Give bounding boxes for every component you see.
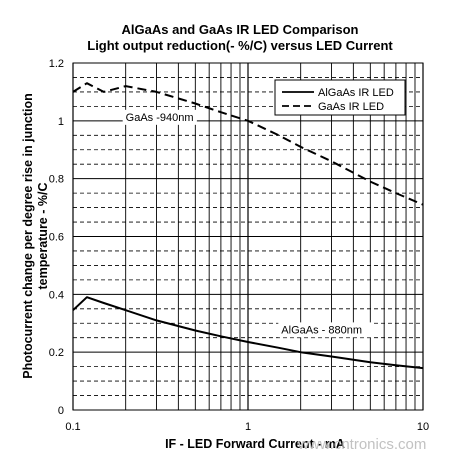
tick-labels: 0 0.2 0.4 0.6 0.8 1 1.2 0.1 1 10 bbox=[49, 58, 429, 433]
legend-label-gaas: GaAs IR LED bbox=[318, 101, 384, 113]
annotations: GaAs -940nm AlGaAs - 880nm bbox=[122, 109, 372, 338]
annotation-1: AlGaAs - 880nm bbox=[281, 324, 362, 336]
chart-title: AlGaAs and GaAs IR LED Comparison bbox=[122, 22, 359, 37]
legend-box bbox=[274, 79, 406, 116]
annotation-bg-1 bbox=[278, 322, 372, 338]
y-tick-label: 0.4 bbox=[49, 289, 64, 301]
series-line-1 bbox=[72, 82, 424, 206]
series-layer bbox=[72, 82, 424, 370]
y-tick-label: 0.2 bbox=[49, 347, 64, 359]
y-tick-label: 0 bbox=[58, 405, 64, 417]
y-tick-label: 1 bbox=[58, 116, 64, 128]
annotation-bg-0 bbox=[122, 109, 197, 125]
y-axis-label: Photocurrent change per degree rise in j… bbox=[21, 93, 50, 378]
y-axis-label-line: temperature - %/C bbox=[36, 183, 50, 290]
series-line-0 bbox=[72, 296, 424, 370]
x-axis-label: IF - LED Forward Current - mA bbox=[165, 437, 345, 451]
annotation-0: GaAs -940nm bbox=[126, 112, 194, 124]
y-tick-label: 1.2 bbox=[49, 58, 64, 70]
legend: AlGaAs IR LED GaAs IR LED bbox=[274, 79, 406, 116]
y-tick-label: 0.6 bbox=[49, 232, 64, 244]
x-tick-label: 1 bbox=[245, 421, 251, 433]
y-axis-label-line: Photocurrent change per degree rise in j… bbox=[21, 93, 35, 378]
watermark: www.cntronics.com bbox=[297, 436, 426, 453]
x-tick-label: 10 bbox=[417, 421, 429, 433]
plot-frame bbox=[72, 62, 424, 411]
y-tick-label: 0.8 bbox=[49, 174, 64, 186]
chart-subtitle: Light output reduction(- %/C) versus LED… bbox=[87, 38, 393, 53]
legend-label-algaas: AlGaAs IR LED bbox=[318, 87, 394, 99]
x-tick-label: 0.1 bbox=[65, 421, 80, 433]
